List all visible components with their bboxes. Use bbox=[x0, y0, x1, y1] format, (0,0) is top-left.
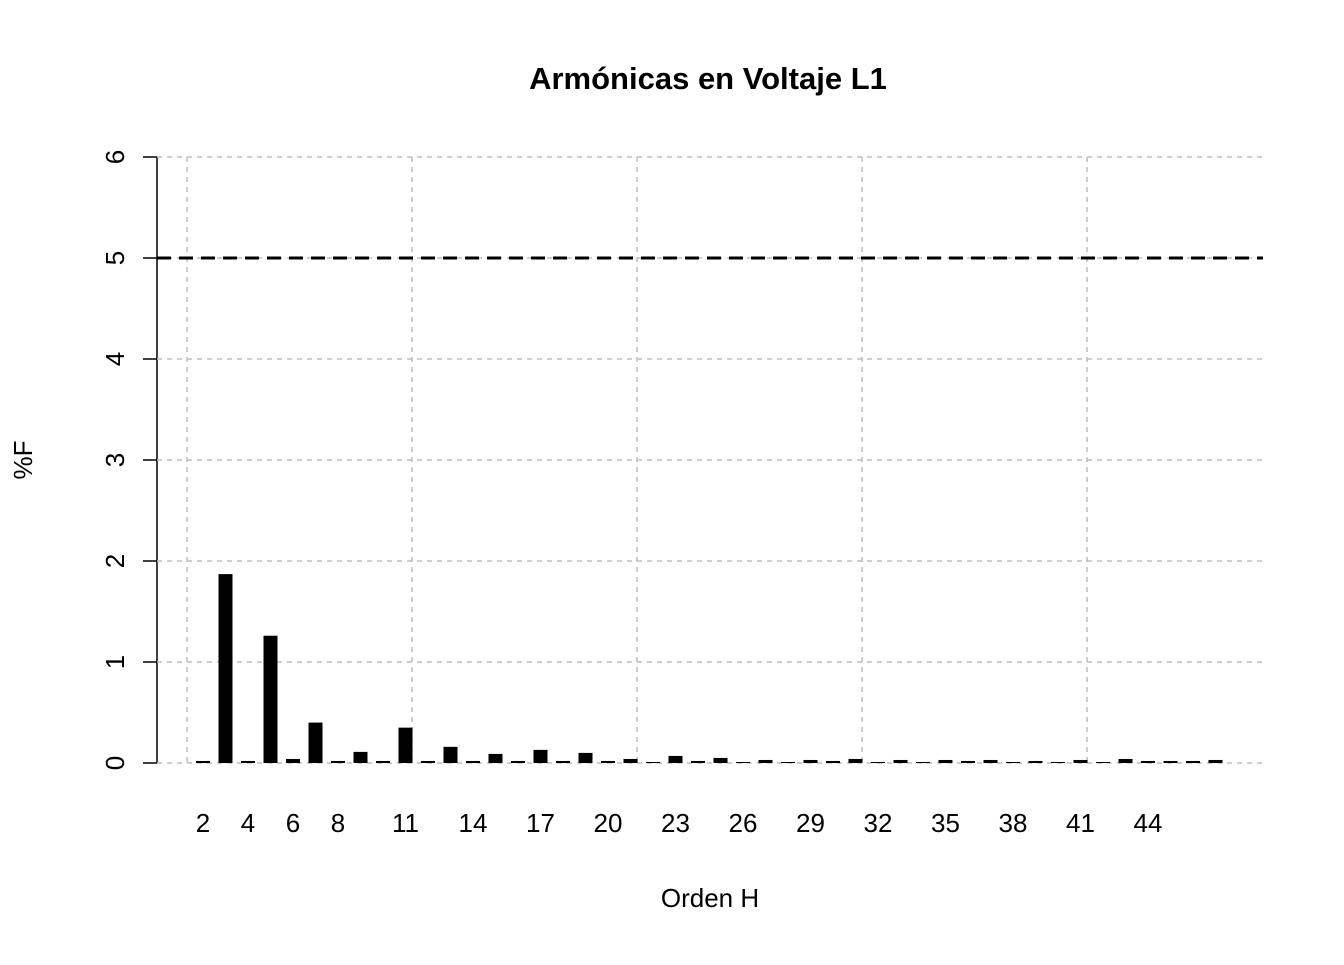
bar bbox=[826, 760, 840, 763]
bar bbox=[1006, 761, 1020, 763]
bar bbox=[1186, 760, 1200, 763]
bar bbox=[601, 760, 615, 763]
bar bbox=[488, 753, 503, 763]
bar bbox=[1163, 760, 1178, 763]
bar bbox=[1118, 758, 1133, 763]
y-tick-label: 0 bbox=[100, 756, 130, 770]
bar bbox=[871, 761, 885, 763]
y-tick-label: 3 bbox=[100, 453, 130, 467]
bar bbox=[848, 758, 863, 763]
bar bbox=[1141, 760, 1155, 763]
bar bbox=[308, 722, 323, 763]
x-tick-label: 26 bbox=[729, 808, 758, 838]
bar bbox=[803, 759, 818, 763]
bar bbox=[691, 760, 705, 763]
x-tick-label: 38 bbox=[999, 808, 1028, 838]
bar bbox=[421, 760, 435, 763]
x-tick-label: 32 bbox=[864, 808, 893, 838]
bar bbox=[623, 758, 638, 763]
bar bbox=[286, 758, 300, 763]
bar bbox=[983, 759, 998, 763]
bar bbox=[961, 760, 975, 763]
bar bbox=[511, 760, 525, 763]
x-tick-label: 29 bbox=[796, 808, 825, 838]
bar bbox=[713, 757, 728, 763]
y-tick-label: 5 bbox=[100, 251, 130, 265]
bar bbox=[376, 760, 390, 763]
bar bbox=[781, 761, 795, 763]
bar bbox=[353, 751, 368, 763]
x-tick-label: 6 bbox=[286, 808, 300, 838]
bar bbox=[736, 761, 750, 763]
bar bbox=[398, 727, 413, 763]
bar bbox=[758, 759, 773, 763]
bar bbox=[241, 760, 255, 763]
bar bbox=[556, 760, 570, 763]
bar bbox=[1051, 761, 1065, 763]
chart-title: Armónicas en Voltaje L1 bbox=[529, 61, 887, 96]
x-tick-label: 8 bbox=[331, 808, 345, 838]
bar bbox=[1028, 760, 1043, 763]
bar bbox=[263, 635, 278, 763]
x-tick-label: 17 bbox=[526, 808, 555, 838]
bar bbox=[578, 752, 593, 763]
x-axis-label: Orden H bbox=[661, 883, 759, 913]
y-tick-label: 1 bbox=[100, 655, 130, 669]
bar bbox=[218, 574, 233, 763]
bar bbox=[646, 761, 660, 763]
x-tick-label: 14 bbox=[459, 808, 488, 838]
x-tick-label: 44 bbox=[1134, 808, 1163, 838]
x-tick-label: 41 bbox=[1066, 808, 1095, 838]
y-tick-label: 2 bbox=[100, 554, 130, 568]
bar bbox=[466, 760, 480, 763]
x-tick-label: 23 bbox=[661, 808, 690, 838]
y-axis-label: %F bbox=[8, 441, 38, 480]
bar bbox=[196, 760, 210, 763]
bar bbox=[938, 759, 953, 763]
x-tick-label: 35 bbox=[931, 808, 960, 838]
bar bbox=[893, 759, 908, 763]
bar bbox=[331, 760, 345, 763]
x-tick-label: 4 bbox=[241, 808, 255, 838]
x-tick-label: 11 bbox=[392, 808, 419, 838]
bar bbox=[916, 761, 930, 763]
bar bbox=[533, 749, 548, 763]
y-tick-label: 6 bbox=[100, 150, 130, 164]
x-tick-label: 2 bbox=[196, 808, 210, 838]
y-tick-label: 4 bbox=[100, 352, 130, 366]
bar bbox=[443, 746, 458, 763]
bar bbox=[1096, 761, 1110, 763]
bar bbox=[668, 755, 683, 763]
bar bbox=[1073, 759, 1088, 763]
x-tick-label: 20 bbox=[594, 808, 623, 838]
bar bbox=[1208, 759, 1223, 763]
